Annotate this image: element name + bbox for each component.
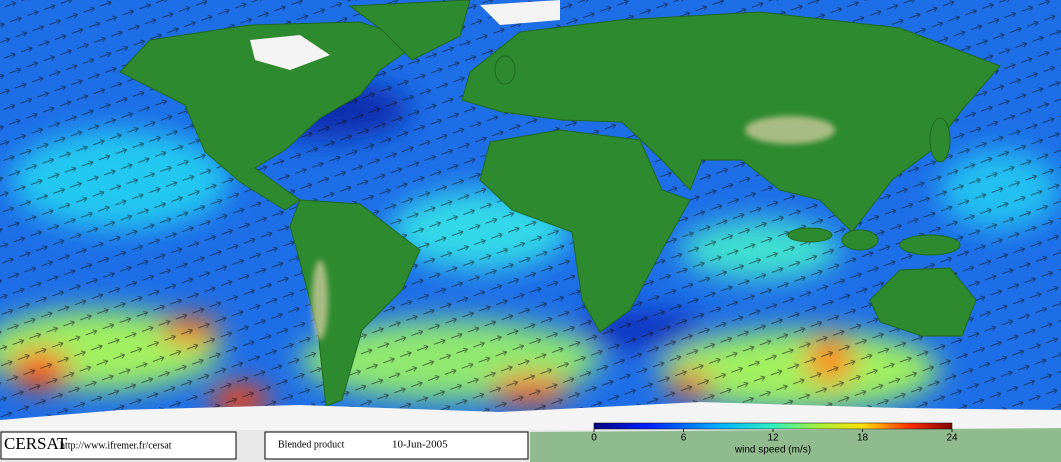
info-box bbox=[264, 431, 529, 460]
colorbar-tick-label: 18 bbox=[857, 433, 869, 444]
colorbar-tick-label: 24 bbox=[946, 433, 958, 444]
colorbar-tick-label: 0 bbox=[591, 433, 597, 444]
colorbar bbox=[593, 422, 953, 430]
info-box bbox=[0, 431, 237, 460]
colorbar-tick-label: 12 bbox=[767, 433, 779, 444]
url: http://www.ifremer.fr/cersat bbox=[60, 440, 172, 451]
logo: CERSAT bbox=[4, 434, 68, 453]
colorbar-label: wind speed (m/s) bbox=[734, 445, 811, 456]
product: Blended product bbox=[278, 439, 345, 450]
land bbox=[119, 0, 1001, 407]
colorbar-tick-label: 6 bbox=[681, 433, 687, 444]
date: 10-Jun-2005 bbox=[392, 439, 448, 451]
antarctic-land bbox=[530, 428, 1061, 462]
highlands bbox=[312, 116, 835, 340]
